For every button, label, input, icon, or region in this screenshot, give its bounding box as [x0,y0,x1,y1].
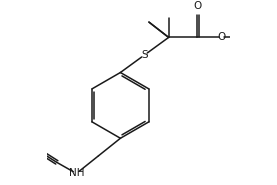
Text: O: O [217,32,225,42]
Text: O: O [193,1,201,11]
Text: NH: NH [69,168,84,178]
Text: S: S [141,50,148,60]
